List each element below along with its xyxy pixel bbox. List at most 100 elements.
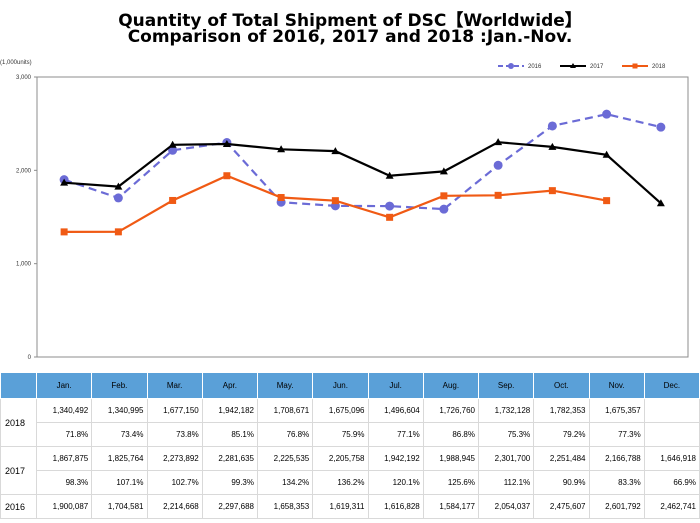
table-value-cell: 2,214,668 <box>146 494 203 519</box>
series-line-2016 <box>63 113 662 211</box>
table-percent-cell: 85.1% <box>201 422 259 447</box>
data-point-2017 <box>602 150 611 158</box>
data-point-2016 <box>602 109 612 119</box>
data-point-2017 <box>277 145 286 153</box>
table-value-cell: 2,166,788 <box>588 446 645 471</box>
table-percent-cell: 75.3% <box>477 422 535 447</box>
table-value-cell: 1,616,828 <box>367 494 424 519</box>
table-month-header: Sep. <box>477 372 535 399</box>
table-percent-cell: 102.7% <box>146 470 203 495</box>
table-percent-cell: 136.2% <box>312 470 369 495</box>
table-row: 98.3% 107.1% 102.7% 99.3% 134.2% 136.2% 120.1%… <box>1 470 700 495</box>
table-value-cell: 2,205,758 <box>312 446 369 471</box>
y-tick-label: 3,000 <box>16 75 32 81</box>
data-point-2017 <box>494 138 503 146</box>
table-value-cell <box>643 398 700 423</box>
data-point-2018 <box>331 197 339 205</box>
table-value-cell: 2,281,635 <box>201 446 259 471</box>
table-percent-cell: 86.8% <box>422 422 480 447</box>
legend-label-2017: 2017 <box>590 64 604 70</box>
data-point-2018 <box>548 187 556 195</box>
table-year-cell: 2018 <box>0 398 37 447</box>
table-value-cell: 1,942,192 <box>367 446 424 471</box>
table-percent-cell <box>643 422 700 447</box>
table-value-cell: 1,619,311 <box>312 494 369 519</box>
table-value-cell: 1,708,671 <box>256 398 314 423</box>
table-value-cell: 1,988,945 <box>422 446 480 471</box>
data-point-2016 <box>168 145 178 155</box>
data-point-2018 <box>440 192 448 200</box>
y-axis-units-label: (1,000units) <box>0 60 32 66</box>
table-value-cell: 2,054,037 <box>477 494 535 519</box>
data-point-2018 <box>223 172 231 180</box>
data-point-2016 <box>547 121 557 131</box>
line-chart: 0 1,000 2,000 3,000 2016 2017 2018 <box>16 63 689 361</box>
data-point-2018 <box>114 228 122 236</box>
data-point-2017 <box>222 140 231 148</box>
table-value-cell: 1,732,128 <box>477 398 535 423</box>
data-point-2017 <box>168 140 177 148</box>
legend-marker-2018 <box>632 63 638 69</box>
table-value-cell: 1,782,353 <box>533 398 590 423</box>
data-point-2016 <box>656 122 666 132</box>
data-point-2017 <box>439 167 448 175</box>
table-corner-cell <box>0 372 37 399</box>
table-value-cell: 1,584,177 <box>422 494 480 519</box>
table-month-header: Jun. <box>312 372 369 399</box>
table-row: 71.8% 73.4% 73.8% 85.1% 76.8% 75.9% 77.1% 86.8%… <box>1 422 700 447</box>
data-point-2018 <box>494 191 502 199</box>
data-point-2017 <box>548 142 557 150</box>
chart-title-line2: Comparison of 2016, 2017 and 2018 :Jan.-… <box>127 27 573 47</box>
legend-label-2016: 2016 <box>528 64 542 70</box>
table-value-cell: 1,340,995 <box>91 398 148 423</box>
data-point-2016 <box>113 193 123 203</box>
table-year-cell: 2017 <box>0 446 37 495</box>
legend-marker-2017 <box>570 63 576 68</box>
table-percent-cell: 77.1% <box>367 422 424 447</box>
table-year-cell: 2016 <box>0 494 37 519</box>
table-row: 2018 1,340,492 1,340,995 1,677,150 1,942,182… <box>0 398 700 447</box>
table-value-cell: 2,601,792 <box>588 494 645 519</box>
y-tick-label: 2,000 <box>16 168 32 174</box>
y-tick-label: 1,000 <box>16 262 32 268</box>
table-value-cell: 1,900,087 <box>35 494 93 519</box>
table-month-header: Mar. <box>146 372 203 399</box>
table-value-cell: 1,726,760 <box>422 398 480 423</box>
data-table: Jan. Feb. Mar. Apr. May. Jun. Jul. Aug. Sep. Oct.… <box>0 372 700 519</box>
table-percent-cell: 98.3% <box>35 470 93 495</box>
table-month-header: Apr. <box>201 372 259 399</box>
table-percent-cell: 77.3% <box>588 422 645 447</box>
plot-area-frame <box>36 76 689 358</box>
series-line-2017 <box>64 141 662 205</box>
table-percent-cell: 120.1% <box>367 470 424 495</box>
table-month-header: Nov. <box>588 372 645 399</box>
table-value-cell: 1,825,764 <box>91 446 148 471</box>
table-percent-cell: 73.8% <box>146 422 203 447</box>
table-percent-cell: 66.9% <box>643 470 700 495</box>
data-point-2018 <box>386 213 394 221</box>
table-value-cell: 1,646,918 <box>643 446 700 471</box>
legend-marker-2016 <box>508 63 514 69</box>
table-month-header: Jul. <box>367 372 424 399</box>
table-value-cell: 2,462,741 <box>643 494 700 519</box>
table-value-cell: 1,496,604 <box>367 398 424 423</box>
table-value-cell: 1,704,581 <box>91 494 148 519</box>
table-value-cell: 2,251,484 <box>533 446 590 471</box>
table-value-cell: 1,677,150 <box>146 398 203 423</box>
table-row: 2017 1,867,875 1,825,764 2,273,892 2,281,635… <box>0 446 700 495</box>
data-point-2016 <box>385 201 395 211</box>
data-point-2017 <box>60 178 69 186</box>
data-point-2016 <box>493 160 503 170</box>
table-percent-cell: 112.1% <box>477 470 535 495</box>
table-value-cell: 2,297,688 <box>201 494 259 519</box>
data-point-2016 <box>439 204 449 214</box>
table-value-cell: 2,301,700 <box>477 446 535 471</box>
table-percent-cell: 79.2% <box>533 422 590 447</box>
legend-label-2018: 2018 <box>652 64 666 70</box>
table-value-cell: 1,658,353 <box>256 494 314 519</box>
table-value-cell: 2,475,607 <box>533 494 590 519</box>
table-percent-cell: 107.1% <box>91 470 148 495</box>
table-value-cell: 1,675,096 <box>312 398 369 423</box>
y-tick-label: 0 <box>28 355 32 361</box>
data-point-2017 <box>656 199 665 207</box>
